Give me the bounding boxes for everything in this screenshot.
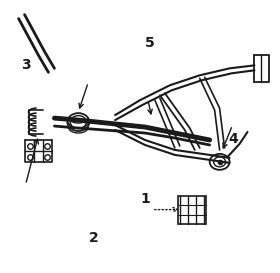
Text: 4: 4 [228,132,238,146]
Text: 3: 3 [21,58,31,72]
Text: 5: 5 [145,36,155,50]
Text: 2: 2 [89,231,99,245]
Text: 1: 1 [141,192,150,206]
